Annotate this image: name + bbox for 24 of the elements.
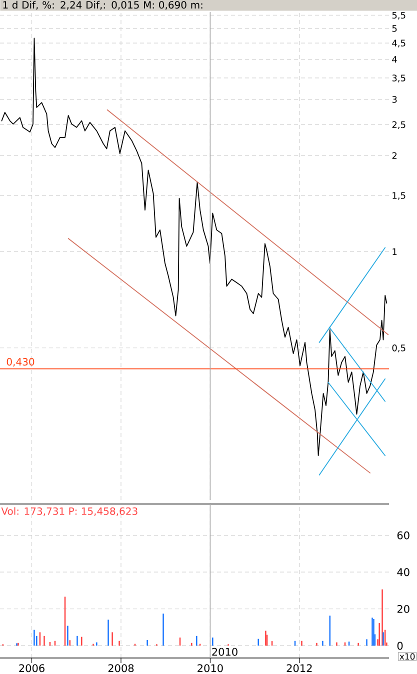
- text: x10: [400, 653, 415, 660]
- y-tick-label: 60: [397, 531, 410, 540]
- y-tick-label: 4,5: [392, 40, 406, 48]
- y-tick-label: 2: [392, 152, 397, 159]
- y-tick-label: 0: [397, 642, 403, 650]
- x-tick-label: 2008: [108, 664, 134, 672]
- y-tick-label: 40: [397, 568, 410, 576]
- y-tick-label: 20: [397, 604, 410, 613]
- ref-line-label: 2010: [212, 648, 238, 656]
- y-tick-label: 1: [392, 248, 397, 255]
- y-tick-label: 5: [392, 25, 397, 32]
- y-tick-label: 4: [392, 56, 397, 63]
- y-tick-label: 1,5: [392, 192, 406, 200]
- y-tick-label: 2,5: [392, 121, 406, 129]
- y-tick-label: 3,5: [392, 74, 406, 82]
- chart-title: Vol: 173,731 P: 15,458,623: [1, 507, 138, 516]
- y-tick-label: 5,5: [392, 12, 406, 20]
- y-tick-label: 3: [392, 96, 397, 103]
- x-tick-label: 2012: [286, 664, 312, 672]
- y-tick-label: 0,5: [392, 344, 406, 352]
- x-tick-label: 2006: [19, 664, 44, 672]
- chart-title: 1 d Dif, %: 2,24 Dif,: 0,015 M: 0,690 m:: [3, 0, 202, 10]
- x-tick-label: 2010: [198, 664, 223, 672]
- ref-line-label: 0,430: [6, 358, 34, 367]
